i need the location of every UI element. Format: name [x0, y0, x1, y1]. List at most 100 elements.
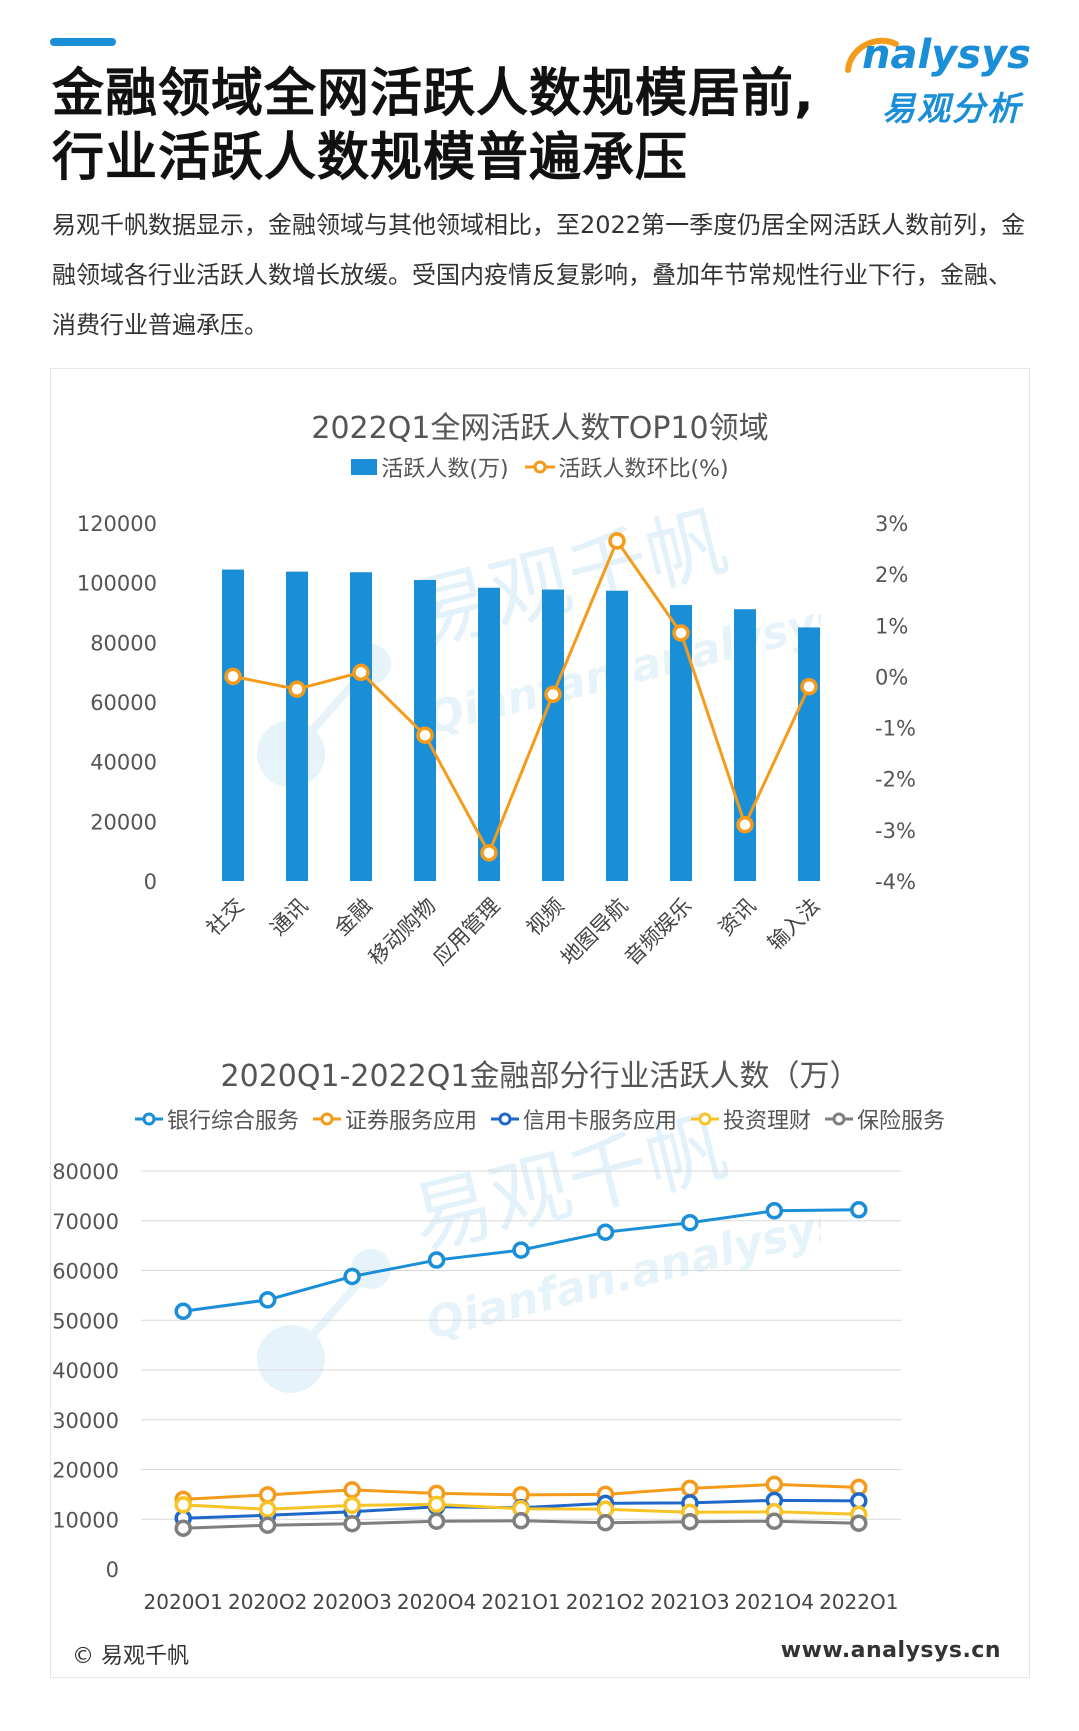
legend-swatch-marker — [320, 1112, 334, 1126]
x-category-label: 地图导航 — [556, 894, 632, 970]
y-right-tick-label: -2% — [875, 768, 916, 792]
analysys-logo: nalysys 易观分析 — [842, 30, 1042, 130]
series-point — [765, 1512, 784, 1530]
y-left-tick-label: 40000 — [90, 751, 157, 775]
title-line-1: 金融领域全网活跃人数规模居前, — [52, 64, 815, 124]
series-point — [765, 1475, 784, 1494]
mom-point — [672, 624, 690, 642]
y-right-tick-label: 1% — [875, 614, 908, 638]
series-point — [681, 1213, 699, 1232]
x-category-label: 资讯 — [714, 894, 761, 941]
bar — [798, 627, 820, 881]
y-tick-label: 20000 — [52, 1459, 119, 1483]
mom-point — [736, 815, 754, 834]
x-category-label: 视频 — [522, 894, 569, 941]
mom-point — [608, 532, 626, 550]
series-point — [681, 1479, 699, 1498]
x-tick-label: 2020Q2 — [228, 1590, 307, 1609]
y-tick-label: 60000 — [52, 1260, 119, 1284]
mom-point — [352, 663, 370, 682]
x-tick-label: 2021Q2 — [566, 1590, 645, 1609]
series-point — [427, 1495, 446, 1514]
legend-label: 保险服务 — [857, 1109, 946, 1134]
legend-bar-swatch — [351, 459, 378, 475]
footer-website: www.analysys.cn — [780, 1638, 1001, 1663]
x-category-label: 通讯 — [266, 894, 313, 941]
footer-copyright: © 易观千帆 — [72, 1644, 189, 1669]
legend-item-series: 银行综合服务 — [134, 1103, 299, 1135]
intro-paragraph: 易观千帆数据显示，金融领域与其他领域相比，至2022第一季度仍居全网活跃人数前列… — [52, 211, 1026, 339]
y-right-tick-label: 2% — [875, 563, 908, 587]
legend-line-swatch — [524, 460, 555, 474]
series-point — [427, 1512, 446, 1530]
legend-label: 证券服务应用 — [344, 1109, 477, 1134]
y-tick-label: 30000 — [52, 1409, 119, 1433]
legend-swatch-marker — [142, 1112, 156, 1126]
series-line — [183, 1208, 859, 1313]
y-tick-label: 80000 — [52, 1160, 119, 1184]
bar — [478, 587, 500, 881]
mom-point — [288, 680, 306, 698]
chart1-title: 2022Q1全网活跃人数TOP10领域 — [311, 411, 769, 446]
series-point — [596, 1223, 615, 1241]
analysys-swoosh-icon — [845, 37, 899, 73]
series-point — [258, 1516, 277, 1534]
y-right-tick-label: 3% — [875, 512, 908, 536]
y-left-tick-label: 0 — [144, 870, 157, 894]
y-left-tick-label: 100000 — [77, 572, 157, 596]
bar — [670, 605, 692, 881]
legend-item-series: 证券服务应用 — [312, 1103, 477, 1135]
x-category-label: 社交 — [202, 894, 249, 941]
legend-line-swatch — [825, 1112, 854, 1126]
y-tick-label: 50000 — [52, 1309, 119, 1333]
y-right-tick-label: -1% — [875, 717, 916, 741]
y-tick-label: 40000 — [52, 1359, 119, 1383]
y-tick-label: 70000 — [52, 1210, 119, 1234]
legend-label: 投资理财 — [723, 1109, 812, 1134]
y-left-tick-label: 120000 — [77, 512, 157, 536]
series-point — [174, 1302, 192, 1321]
mom-point — [480, 844, 498, 862]
x-category-label: 输入法 — [763, 894, 825, 956]
series-point — [343, 1514, 361, 1533]
series-point — [343, 1496, 361, 1515]
y-tick-label: 0 — [106, 1558, 119, 1582]
x-tick-label: 2020Q3 — [312, 1590, 391, 1609]
legend-item-mom: 活跃人数环比(%) — [524, 451, 729, 483]
x-tick-label: 2021Q3 — [650, 1590, 729, 1609]
x-tick-label: 2020Q4 — [397, 1590, 476, 1609]
mom-point — [800, 677, 818, 696]
brand-name-cn: 易观分析 — [882, 89, 1022, 128]
legend-line-swatch — [490, 1112, 519, 1126]
legend-swatch-marker — [498, 1112, 512, 1126]
mom-line — [232, 537, 811, 857]
legend-label-active-users: 活跃人数(万) — [381, 457, 509, 482]
series-point — [512, 1511, 530, 1530]
series-point — [512, 1241, 530, 1259]
brand-name-en: nalysys — [862, 32, 1031, 78]
chart2-title: 2020Q1-2022Q1金融部分行业活跃人数（万） — [220, 1059, 860, 1094]
chart1-svg: 0 20000 40000 60000 80000 100000 120000 -4% -3% -… — [77, 512, 916, 970]
series-point — [850, 1514, 868, 1532]
accent-bar — [50, 38, 116, 46]
series-point — [174, 1496, 192, 1514]
legend-label: 银行综合服务 — [166, 1109, 299, 1134]
legend-line-swatch — [134, 1112, 163, 1126]
series-point — [765, 1202, 784, 1220]
legend-line-swatch — [312, 1112, 341, 1126]
y-right-tick-label: -4% — [875, 870, 916, 894]
legend-item-series: 信用卡服务应用 — [490, 1103, 677, 1135]
title-line-2: 行业活跃人数规模普遍承压 — [52, 128, 689, 188]
x-tick-label: 2020Q1 — [144, 1590, 223, 1609]
series-point — [596, 1513, 615, 1532]
series-point — [850, 1201, 868, 1219]
chart2-legend: 银行综合服务 证券服务应用 信用卡服务应用 投资理财 保险服务 — [51, 1103, 1029, 1135]
bar — [222, 569, 244, 881]
y-right-tick-label: 0% — [875, 665, 908, 689]
legend-line-swatch — [691, 1112, 719, 1126]
bar — [734, 609, 756, 881]
x-category-label: 应用管理 — [428, 894, 504, 970]
legend-label: 信用卡服务应用 — [522, 1109, 677, 1134]
chart1-legend: 活跃人数(万) 活跃人数环比(%) — [51, 451, 1029, 483]
y-tick-label: 10000 — [52, 1508, 119, 1532]
